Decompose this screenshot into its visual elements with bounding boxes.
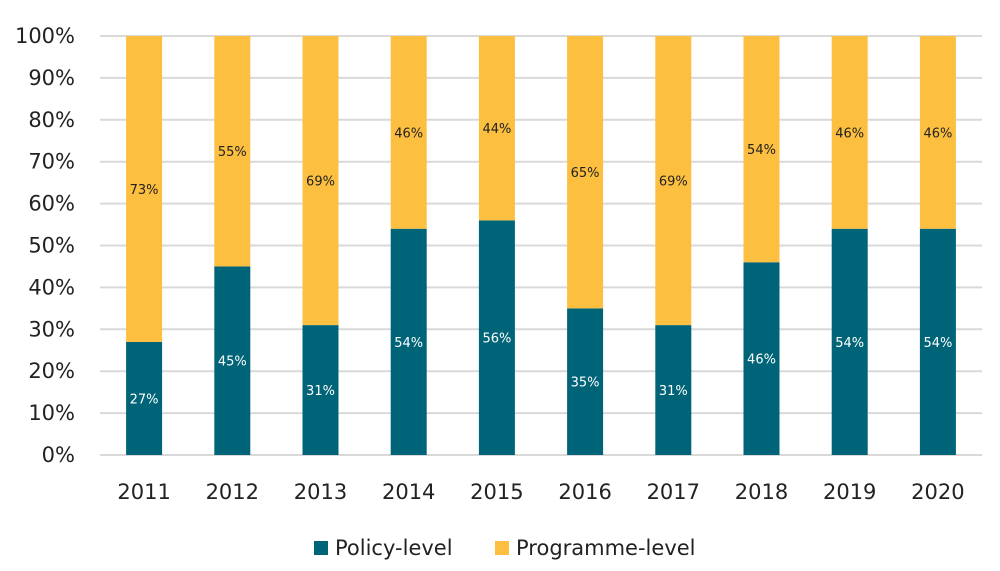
y-tick-label: 80% [28,108,75,132]
legend-label: Policy-level [335,536,453,560]
bar-policy-2016 [567,308,604,455]
legend-label: Programme-level [516,536,696,560]
data-label: 44% [482,122,511,137]
y-tick-label: 70% [28,150,75,174]
x-tick-label: 2011 [117,480,170,504]
bar-programme-2015 [478,36,515,221]
y-tick-label: 60% [28,192,75,216]
data-label: 56% [482,332,511,347]
bar-programme-2016 [567,36,604,309]
data-label: 69% [659,175,688,190]
data-label: 54% [394,336,423,351]
bar-policy-2020 [919,228,956,455]
legend-swatch [495,541,509,555]
x-tick-label: 2013 [294,480,347,504]
data-label: 54% [835,336,864,351]
y-tick-label: 0% [42,443,75,467]
bar-programme-2017 [655,36,692,326]
y-tick-label: 50% [28,234,75,258]
legend-swatch [314,541,328,555]
data-label: 46% [835,126,864,141]
y-tick-label: 30% [28,317,75,341]
bar-programme-2012 [214,36,251,267]
bar-policy-2012 [214,266,251,455]
data-label: 31% [659,384,688,399]
bar-policy-2011 [126,341,163,455]
x-tick-label: 2020 [911,480,964,504]
data-label: 55% [218,145,247,160]
x-tick-label: 2016 [558,480,611,504]
y-tick-label: 90% [28,66,75,90]
data-label: 69% [306,175,335,190]
data-label: 54% [747,143,776,158]
bar-programme-2014 [390,36,427,229]
bar-policy-2018 [743,262,780,455]
bar-policy-2019 [831,228,868,455]
x-tick-label: 2017 [647,480,700,504]
data-label: 46% [747,353,776,368]
y-tick-label: 10% [28,401,75,425]
bar-programme-2020 [919,36,956,229]
bar-programme-2018 [743,36,780,263]
y-tick-label: 40% [28,275,75,299]
x-tick-label: 2019 [823,480,876,504]
bar-policy-2013 [302,325,339,455]
data-label: 27% [130,392,159,407]
x-tick-label: 2014 [382,480,435,504]
bar-programme-2013 [302,36,339,326]
x-tick-label: 2012 [206,480,259,504]
bar-programme-2011 [126,36,163,342]
data-label: 54% [923,336,952,351]
bar-policy-2017 [655,325,692,455]
y-tick-label: 100% [15,24,75,48]
bar-policy-2014 [390,228,427,455]
data-label: 35% [571,376,600,391]
data-label: 73% [130,183,159,198]
bar-policy-2015 [478,220,515,455]
x-tick-label: 2018 [735,480,788,504]
bar-programme-2019 [831,36,868,229]
y-tick-label: 20% [28,359,75,383]
data-label: 65% [571,166,600,181]
x-tick-label: 2015 [470,480,523,504]
data-label: 45% [218,355,247,370]
data-label: 46% [394,126,423,141]
data-label: 31% [306,384,335,399]
data-label: 46% [923,126,952,141]
